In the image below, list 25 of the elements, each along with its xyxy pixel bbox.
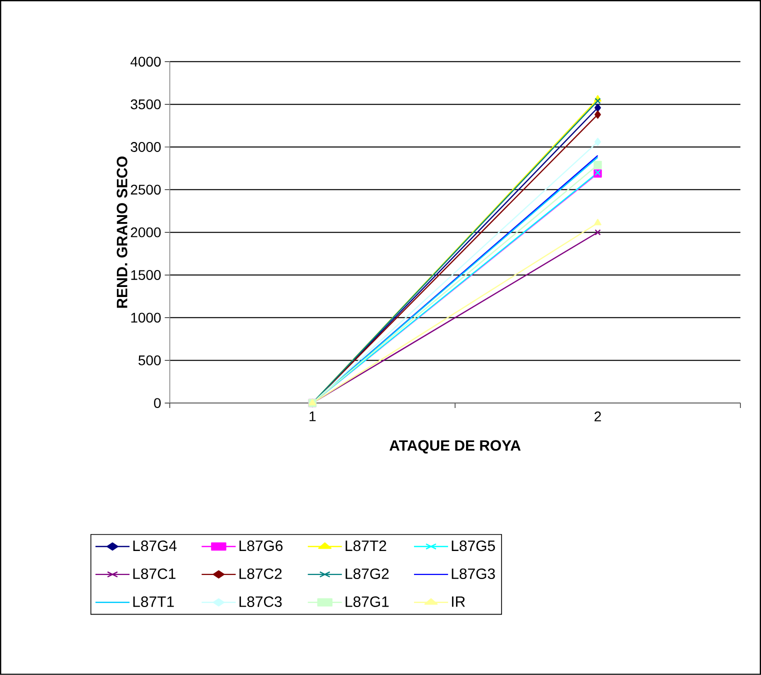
legend-label: L87C1 xyxy=(133,568,176,580)
legend-label: L87G5 xyxy=(452,540,495,552)
y-tick-label: 500 xyxy=(138,355,161,366)
legend-label: L87T2 xyxy=(346,540,386,552)
y-tick-label: 1500 xyxy=(131,270,161,280)
x-tick-label: 2 xyxy=(594,412,601,422)
legend-label: L87G6 xyxy=(240,540,283,552)
x-tick-label: 1 xyxy=(310,412,316,422)
legend-label: IR xyxy=(452,596,465,607)
x-axis-title: ATAQUE DE ROYA xyxy=(390,440,521,454)
y-tick-label: 4000 xyxy=(130,56,161,67)
y-tick-label: 1000 xyxy=(131,312,161,323)
y-tick-label: 2000 xyxy=(130,227,161,238)
legend-label: L87G1 xyxy=(346,596,389,608)
legend-label: L87T1 xyxy=(133,596,174,608)
y-tick-label: 3000 xyxy=(130,142,161,152)
legend-label: L87G2 xyxy=(346,568,389,580)
legend-label: L87C3 xyxy=(240,596,282,608)
y-tick-label: 2500 xyxy=(130,184,161,195)
y-axis-title: REND. GRANO SECO xyxy=(116,156,128,308)
legend-label: L87C2 xyxy=(240,568,282,580)
y-tick-label: 3500 xyxy=(130,99,161,110)
y-tick-label: 0 xyxy=(154,398,161,408)
legend-label: L87G4 xyxy=(133,540,177,552)
legend-label: L87G3 xyxy=(452,568,495,580)
